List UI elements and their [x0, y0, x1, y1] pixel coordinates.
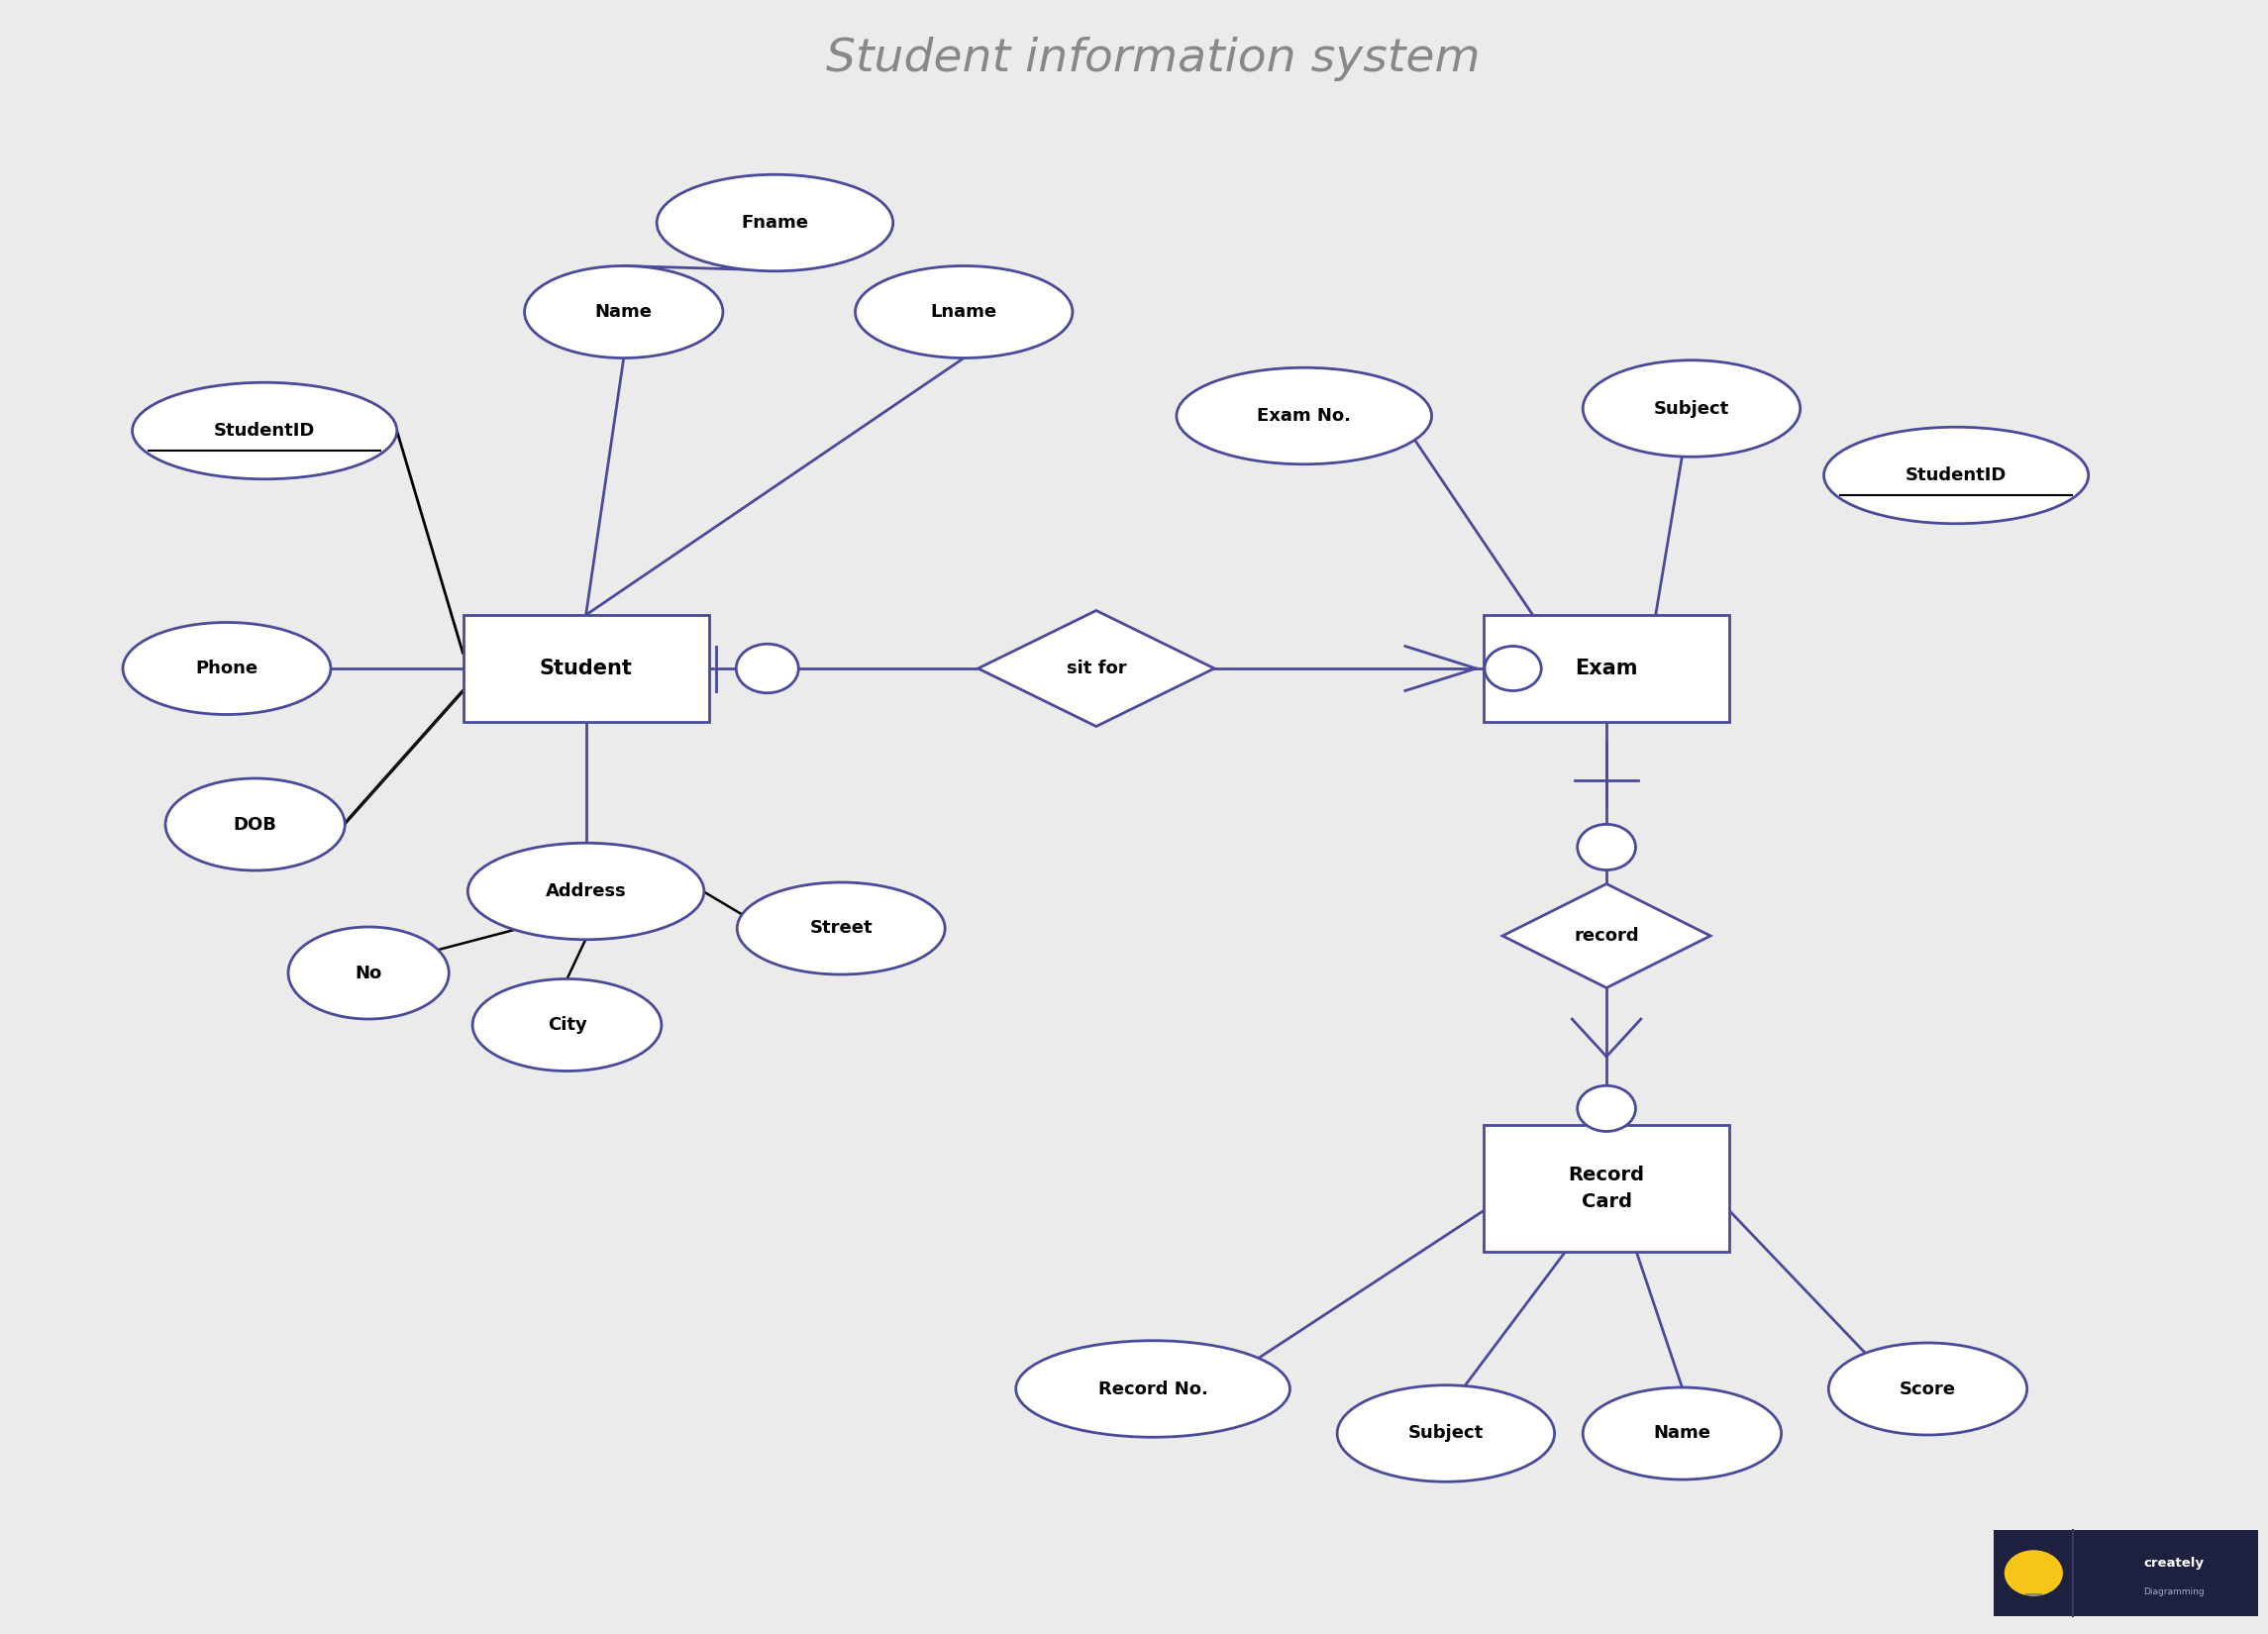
Ellipse shape [855, 266, 1073, 358]
Text: Fname: Fname [742, 214, 810, 232]
Circle shape [2005, 1551, 2064, 1596]
Bar [463, 614, 708, 722]
Text: creately: creately [2143, 1556, 2204, 1569]
Ellipse shape [658, 175, 894, 271]
Text: No: No [356, 964, 381, 982]
Text: Name: Name [594, 302, 653, 320]
Bar [1483, 1126, 1730, 1252]
Text: Score: Score [1901, 1381, 1955, 1397]
Ellipse shape [1583, 359, 1801, 458]
Text: Street: Street [810, 920, 873, 938]
Text: Student information system: Student information system [826, 38, 1481, 82]
Ellipse shape [1177, 368, 1431, 464]
Text: sit for: sit for [1066, 660, 1127, 678]
Ellipse shape [132, 382, 397, 479]
Text: Subject: Subject [1653, 400, 1728, 417]
Circle shape [737, 644, 798, 693]
Text: Diagramming: Diagramming [2143, 1588, 2204, 1596]
Ellipse shape [737, 882, 946, 974]
Bar [1994, 1529, 2259, 1616]
Circle shape [1486, 645, 1542, 691]
Text: StudentID: StudentID [213, 422, 315, 440]
Circle shape [1579, 824, 1635, 869]
Polygon shape [978, 611, 1213, 727]
Ellipse shape [1583, 1387, 1780, 1479]
Ellipse shape [1823, 426, 2089, 523]
Polygon shape [1501, 884, 1710, 989]
Text: City: City [547, 1016, 587, 1034]
Text: DOB: DOB [234, 815, 277, 833]
Ellipse shape [122, 623, 331, 714]
Text: Record
Card: Record Card [1569, 1165, 1644, 1211]
Text: Address: Address [544, 882, 626, 900]
Ellipse shape [467, 843, 703, 940]
Ellipse shape [288, 926, 449, 1020]
Text: StudentID: StudentID [1905, 466, 2007, 484]
Text: Phone: Phone [195, 660, 259, 678]
Text: Subject: Subject [1408, 1425, 1483, 1443]
Text: record: record [1574, 926, 1640, 944]
Ellipse shape [166, 778, 345, 871]
Ellipse shape [472, 979, 662, 1070]
Ellipse shape [1338, 1386, 1554, 1482]
Text: Student: Student [540, 659, 633, 678]
Ellipse shape [524, 266, 723, 358]
Ellipse shape [1016, 1340, 1290, 1438]
Text: Exam No.: Exam No. [1256, 407, 1352, 425]
Text: Lname: Lname [930, 302, 998, 320]
Text: Record No.: Record No. [1098, 1381, 1209, 1397]
Ellipse shape [1828, 1343, 2028, 1435]
Bar [1483, 614, 1730, 722]
Text: Name: Name [1653, 1425, 1710, 1443]
Text: Exam: Exam [1574, 659, 1637, 678]
Circle shape [1579, 1085, 1635, 1131]
